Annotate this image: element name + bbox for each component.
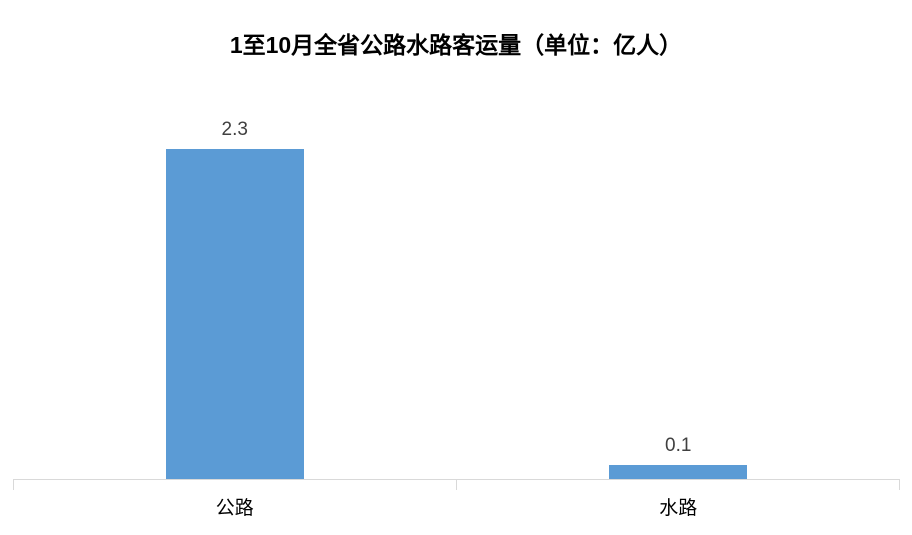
category-label-gonglu: 公路 <box>215 498 254 519</box>
bar-value-label-gonglu: 2.3 <box>221 119 248 140</box>
bar-group-shuilu: 0.1 <box>457 85 901 479</box>
axis-tick-middle <box>456 479 457 490</box>
plot-area: 2.3 0.1 <box>13 85 900 479</box>
category-label-shuilu: 水路 <box>659 498 698 519</box>
bar-shuilu[interactable] <box>609 465 748 479</box>
bar-group-gonglu: 2.3 <box>13 85 457 479</box>
bar-value-label-shuilu: 0.1 <box>665 435 692 456</box>
axis-tick-start <box>13 479 14 490</box>
chart-title: 1至10月全省公路水路客运量（单位：亿人） <box>229 32 683 58</box>
x-axis-category-labels: 公路 水路 <box>13 494 900 530</box>
axis-tick-end <box>899 479 900 490</box>
bar-gonglu[interactable] <box>165 149 304 479</box>
